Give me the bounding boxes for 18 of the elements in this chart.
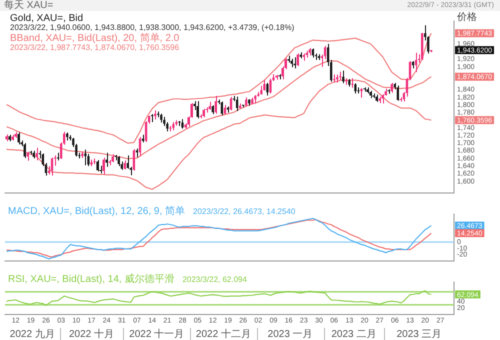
chart-subtitle: 2023/3/22, 1,940.0600, 1,943.8800, 1,938.3000, 1,943.6200, +3.4739, (+0.18%)	[10, 23, 294, 32]
text: 2022 十二月	[196, 328, 251, 340]
chart-subtitle: 2023/3/22, 62.094	[182, 275, 247, 284]
chart-subtitle: 2023/3/22, 26.4673, 14.2540	[193, 207, 296, 216]
text: 2023 一月	[268, 328, 313, 340]
annotation: 2023/3/22, 1,987.7743, 1,874.0670, 1,760.3596	[10, 42, 180, 53]
text: 2023 三月	[396, 328, 442, 340]
text: 2022 十月	[68, 328, 114, 340]
annotation: BBand, XAU=, Bid(Last), 20, 简单, 2.0	[10, 32, 180, 44]
candlestick	[345, 78, 348, 86]
text: 2022 十一月	[129, 328, 184, 340]
y-axis-title: 价格	[456, 10, 477, 23]
chart-title: MACD, XAU=, Bid(Last), 12, 26, 9, 简单	[8, 206, 186, 217]
chart-title: Gold, XAU=, Bid	[10, 13, 84, 24]
text: 2022 九月	[10, 328, 55, 340]
text: 2023 二月	[331, 328, 376, 340]
text: 每天 XAU=	[4, 0, 54, 11]
chart-title: RSI, XAU=, Bid(Last), 14, 威尔德平滑	[8, 274, 174, 285]
